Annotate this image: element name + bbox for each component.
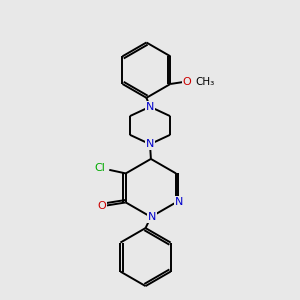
Text: N: N [148,212,156,222]
Text: CH₃: CH₃ [196,77,215,87]
Text: N: N [146,139,154,149]
Text: O: O [182,77,191,87]
Text: O: O [97,201,106,211]
Text: N: N [175,197,183,207]
Text: Cl: Cl [94,163,105,173]
Text: N: N [146,102,154,112]
